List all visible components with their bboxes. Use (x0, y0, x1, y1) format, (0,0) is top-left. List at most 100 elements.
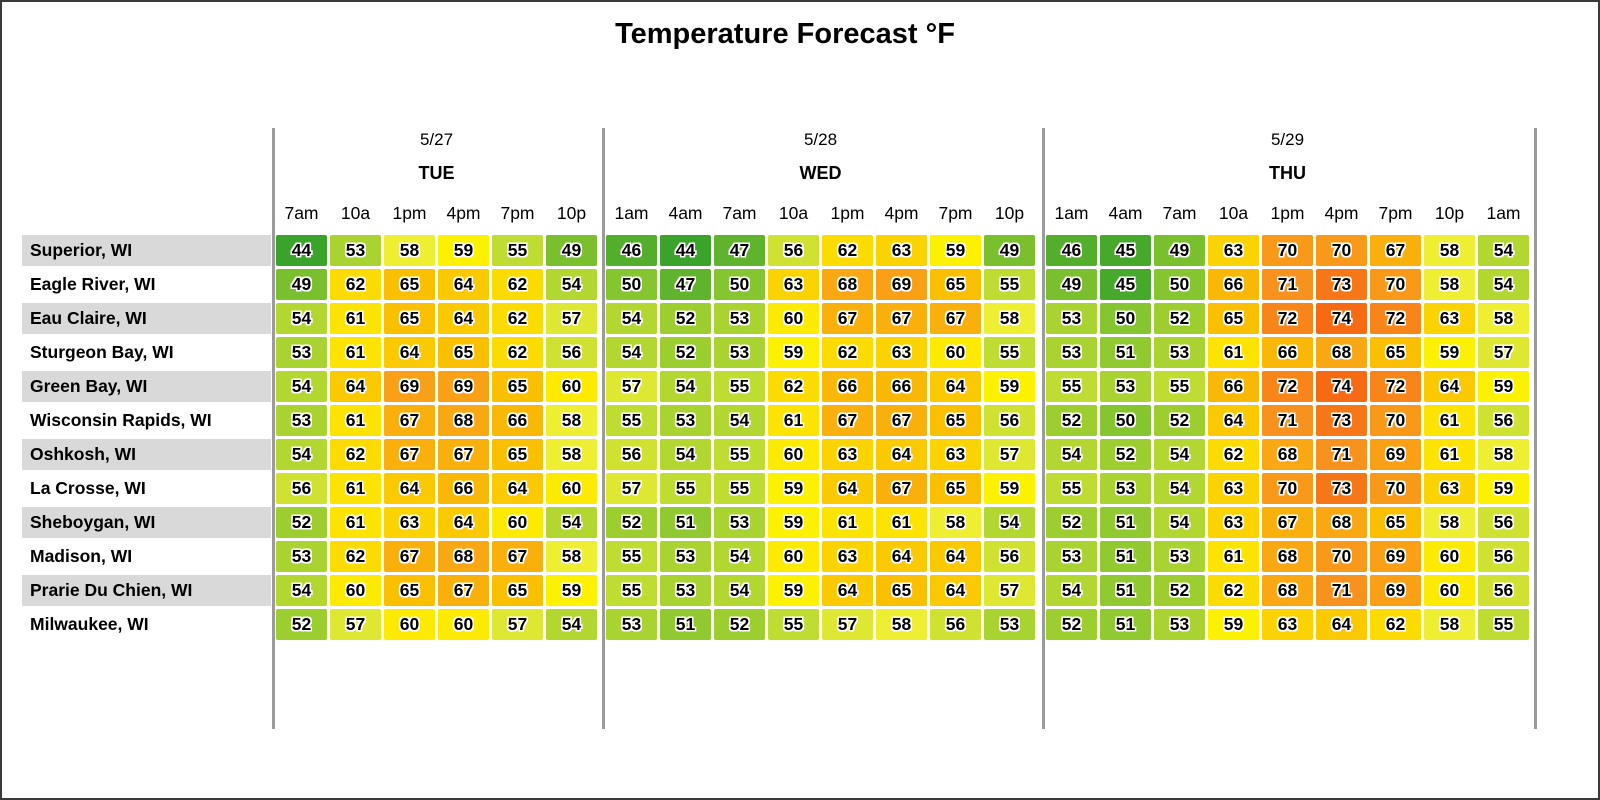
temp-cell: 52 (1154, 575, 1205, 606)
temp-cell: 72 (1370, 303, 1421, 334)
temp-cell: 64 (930, 371, 981, 402)
temp-cell: 54 (1046, 439, 1097, 470)
temp-cell: 52 (1154, 405, 1205, 436)
temp-cell: 59 (768, 337, 819, 368)
temp-cell: 67 (438, 439, 489, 470)
temp-cell: 62 (822, 337, 873, 368)
temp-cell: 53 (276, 541, 327, 572)
temp-cell: 67 (822, 405, 873, 436)
temp-cell: 54 (714, 575, 765, 606)
temp-cell: 65 (1370, 337, 1421, 368)
temp-cell: 67 (876, 473, 927, 504)
temp-cell: 57 (330, 609, 381, 640)
temp-cell: 55 (492, 235, 543, 266)
temp-cell: 69 (876, 269, 927, 300)
temp-cell: 60 (384, 609, 435, 640)
temp-cell: 53 (330, 235, 381, 266)
temp-cell: 63 (1424, 473, 1475, 504)
temp-cell: 54 (714, 405, 765, 436)
temp-cell: 58 (1424, 235, 1475, 266)
temp-cell: 46 (606, 235, 657, 266)
time-label: 1pm (1270, 203, 1305, 223)
temp-cell: 59 (768, 507, 819, 538)
temp-cell: 50 (714, 269, 765, 300)
temp-cell: 54 (1154, 507, 1205, 538)
temp-cell: 52 (1154, 303, 1205, 334)
time-label: 7pm (938, 203, 973, 223)
temp-cell: 65 (438, 337, 489, 368)
time-label: 10p (556, 203, 587, 223)
temp-cell: 64 (438, 303, 489, 334)
temp-cell: 72 (1262, 303, 1313, 334)
temp-cell: 55 (1478, 609, 1529, 640)
temp-cell: 67 (876, 303, 927, 334)
temp-cell: 66 (1208, 371, 1259, 402)
city-label: Madison, WI (30, 546, 133, 566)
temp-cell: 55 (606, 575, 657, 606)
temp-cell: 64 (876, 439, 927, 470)
temp-cell: 51 (1100, 507, 1151, 538)
temp-cell: 58 (930, 507, 981, 538)
day-name-label: WED (799, 163, 842, 183)
temp-cell: 60 (930, 337, 981, 368)
temp-cell: 65 (1208, 303, 1259, 334)
temp-cell: 65 (930, 269, 981, 300)
temp-cell: 57 (606, 473, 657, 504)
temp-cell: 58 (1424, 507, 1475, 538)
temp-cell: 66 (492, 405, 543, 436)
temp-cell: 63 (822, 439, 873, 470)
temp-cell: 53 (714, 507, 765, 538)
city-label: La Crosse, WI (30, 478, 146, 498)
temp-cell: 63 (1262, 609, 1313, 640)
temp-cell: 58 (384, 235, 435, 266)
temp-cell: 52 (1046, 507, 1097, 538)
temp-cell: 53 (276, 337, 327, 368)
time-label: 4pm (1324, 203, 1359, 223)
temp-cell: 62 (822, 235, 873, 266)
temp-cell: 70 (1370, 269, 1421, 300)
temp-cell: 68 (1262, 439, 1313, 470)
time-label: 4pm (446, 203, 481, 223)
temp-cell: 72 (1370, 371, 1421, 402)
temp-cell: 52 (276, 609, 327, 640)
temp-cell: 56 (546, 337, 597, 368)
temp-cell: 63 (384, 507, 435, 538)
temp-cell: 60 (546, 371, 597, 402)
temp-cell: 71 (1262, 269, 1313, 300)
temp-cell: 52 (276, 507, 327, 538)
temp-cell: 44 (276, 235, 327, 266)
temp-cell: 69 (1370, 541, 1421, 572)
temp-cell: 47 (660, 269, 711, 300)
temp-cell: 64 (1316, 609, 1367, 640)
temp-cell: 58 (1478, 439, 1529, 470)
time-label: 1am (1054, 203, 1089, 223)
temp-cell: 56 (768, 235, 819, 266)
temp-cell: 73 (1316, 473, 1367, 504)
temp-cell: 56 (1478, 507, 1529, 538)
temp-cell: 55 (1046, 473, 1097, 504)
temp-cell: 58 (1478, 303, 1529, 334)
temp-cell: 50 (1100, 405, 1151, 436)
temp-cell: 57 (822, 609, 873, 640)
temp-cell: 69 (384, 371, 435, 402)
temp-cell: 70 (1262, 473, 1313, 504)
temp-cell: 73 (1316, 405, 1367, 436)
temp-cell: 63 (876, 235, 927, 266)
temp-cell: 65 (930, 405, 981, 436)
temp-cell: 56 (984, 541, 1035, 572)
temp-cell: 67 (492, 541, 543, 572)
city-label: Eagle River, WI (30, 274, 156, 294)
temp-cell: 65 (384, 575, 435, 606)
temp-cell: 61 (768, 405, 819, 436)
temp-cell: 60 (438, 609, 489, 640)
temp-cell: 60 (768, 303, 819, 334)
temp-cell: 44 (660, 235, 711, 266)
temp-cell: 64 (384, 473, 435, 504)
temp-cell: 67 (876, 405, 927, 436)
time-label: 7am (722, 203, 757, 223)
temp-cell: 53 (660, 541, 711, 572)
time-label: 4am (1108, 203, 1143, 223)
temp-cell: 54 (276, 371, 327, 402)
city-label: Oshkosh, WI (22, 439, 271, 470)
